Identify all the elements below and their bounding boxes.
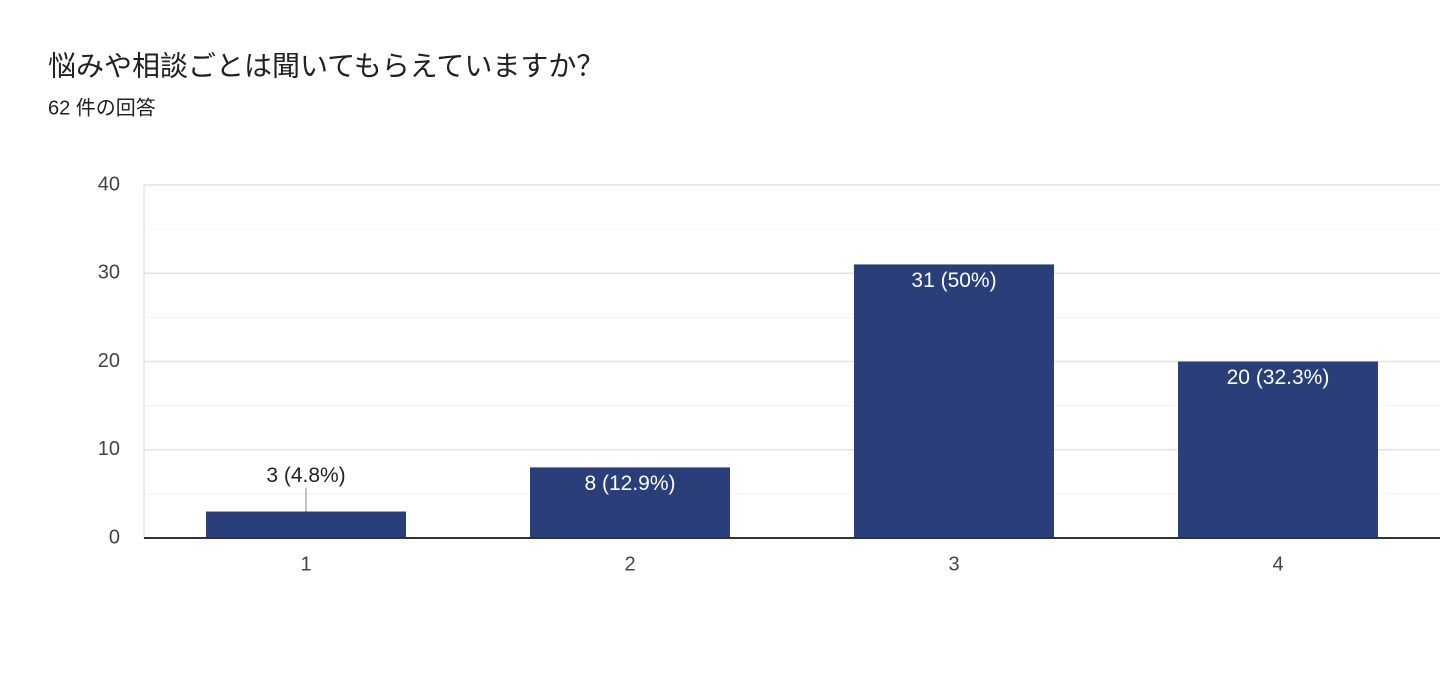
- y-tick-label: 40: [98, 173, 120, 195]
- bar: [854, 264, 1054, 538]
- y-tick-label: 10: [98, 438, 120, 460]
- y-tick-label: 20: [98, 350, 120, 372]
- value-label: 20 (32.3%): [1227, 366, 1330, 389]
- x-tick-label: 4: [1272, 553, 1283, 575]
- chart-title: 悩みや相談ごとは聞いてもらえていますか？: [48, 50, 604, 81]
- bar: [1178, 361, 1378, 538]
- chart-subtitle: 62 件の回答: [48, 96, 156, 119]
- x-tick-label: 1: [300, 553, 311, 575]
- x-tick-label: 3: [948, 553, 959, 575]
- bar: [530, 467, 730, 538]
- bar: [206, 511, 406, 538]
- y-tick-label: 30: [98, 262, 120, 284]
- y-tick-label: 0: [109, 526, 120, 548]
- x-tick-label: 2: [624, 553, 635, 575]
- value-label: 8 (12.9%): [584, 472, 675, 495]
- value-label: 31 (50%): [911, 269, 996, 292]
- value-label: 3 (4.8%): [266, 464, 345, 487]
